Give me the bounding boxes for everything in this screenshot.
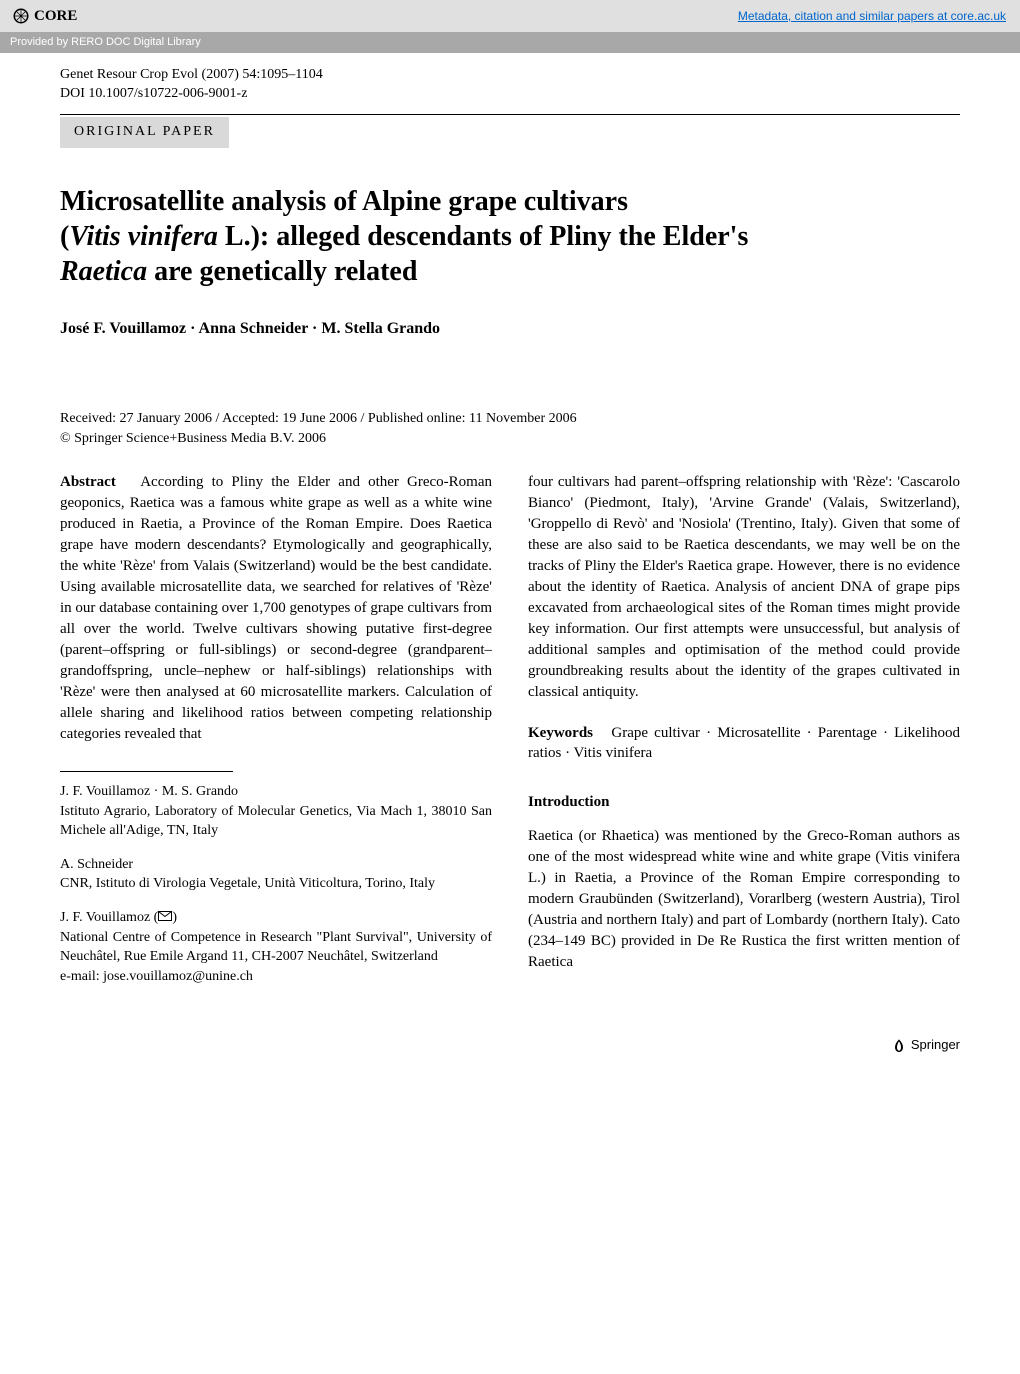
affiliation-2: A. Schneider CNR, Istituto di Virologia … — [60, 855, 492, 894]
journal-reference: Genet Resour Crop Evol (2007) 54:1095–11… — [60, 65, 960, 85]
email-label: e-mail: — [60, 969, 103, 984]
affiliation-2-address: CNR, Istituto di Virologia Vegetale, Uni… — [60, 876, 435, 891]
title-line2-mid: L.): alleged descendants of Pliny the El… — [218, 221, 748, 252]
core-logo-icon — [12, 7, 30, 25]
corresponding-email: jose.vouillamoz@unine.ch — [103, 969, 253, 984]
authors-list: José F. Vouillamoz · Anna Schneider · M.… — [60, 317, 960, 341]
springer-text: Springer — [911, 1037, 960, 1052]
affiliation-1-names: J. F. Vouillamoz · M. S. Grando — [60, 782, 492, 802]
abstract-paragraph: Abstract According to Pliny the Elder an… — [60, 472, 492, 745]
paper-type-label: ORIGINAL PAPER — [60, 117, 229, 148]
core-metadata-link[interactable]: Metadata, citation and similar papers at… — [738, 8, 1006, 24]
right-column: four cultivars had parent–offspring rela… — [528, 472, 960, 1000]
paper-title: Microsatellite analysis of Alpine grape … — [60, 184, 960, 289]
title-line1: Microsatellite analysis of Alpine grape … — [60, 186, 628, 217]
provided-by-bar: Provided by RERO DOC Digital Library — [0, 32, 1020, 53]
introduction-heading: Introduction — [528, 792, 960, 812]
title-italic-species: Vitis vinifera — [69, 221, 218, 252]
affiliation-divider — [60, 771, 233, 772]
core-logo-text: CORE — [34, 6, 77, 26]
doi-text: DOI 10.1007/s10722-006-9001-z — [60, 84, 960, 104]
keywords-text: Grape cultivar · Microsatellite · Parent… — [528, 725, 960, 761]
top-divider — [60, 114, 960, 115]
abstract-right-text: four cultivars had parent–offspring rela… — [528, 472, 960, 703]
title-line3-rest: are genetically related — [147, 256, 417, 287]
title-italic-raetica: Raetica — [60, 256, 147, 287]
core-logo: CORE — [12, 6, 77, 26]
affiliation-3-names-suffix: ) — [172, 910, 177, 925]
affiliation-1-address: Istituto Agrario, Laboratory of Molecula… — [60, 804, 492, 839]
authors-text: José F. Vouillamoz · Anna Schneider · M.… — [60, 320, 440, 337]
keywords-block: Keywords Grape cultivar · Microsatellite… — [528, 723, 960, 764]
publication-dates: Received: 27 January 2006 / Accepted: 19… — [60, 409, 960, 448]
abstract-label: Abstract — [60, 474, 116, 490]
affiliation-1: J. F. Vouillamoz · M. S. Grando Istituto… — [60, 782, 492, 841]
springer-footer-logo: Springer — [60, 1036, 960, 1054]
keywords-label: Keywords — [528, 725, 593, 741]
introduction-text: Raetica (or Rhaetica) was mentioned by t… — [528, 826, 960, 973]
springer-icon — [891, 1038, 907, 1054]
affiliation-3-names-prefix: J. F. Vouillamoz ( — [60, 910, 158, 925]
envelope-icon — [158, 908, 172, 928]
copyright-line: © Springer Science+Business Media B.V. 2… — [60, 429, 960, 449]
abstract-left-text: According to Pliny the Elder and other G… — [60, 474, 492, 742]
affiliation-3-address: National Centre of Competence in Researc… — [60, 930, 492, 965]
journal-header: Genet Resour Crop Evol (2007) 54:1095–11… — [60, 65, 960, 104]
core-banner: CORE Metadata, citation and similar pape… — [0, 0, 1020, 32]
title-line2-prefix: ( — [60, 221, 69, 252]
affiliation-2-names: A. Schneider — [60, 855, 492, 875]
left-column: Abstract According to Pliny the Elder an… — [60, 472, 492, 1000]
two-column-layout: Abstract According to Pliny the Elder an… — [60, 472, 960, 1000]
page-content: Genet Resour Crop Evol (2007) 54:1095–11… — [0, 53, 1020, 1084]
affiliation-3: J. F. Vouillamoz () National Centre of C… — [60, 908, 492, 986]
received-accepted-published: Received: 27 January 2006 / Accepted: 19… — [60, 409, 960, 429]
